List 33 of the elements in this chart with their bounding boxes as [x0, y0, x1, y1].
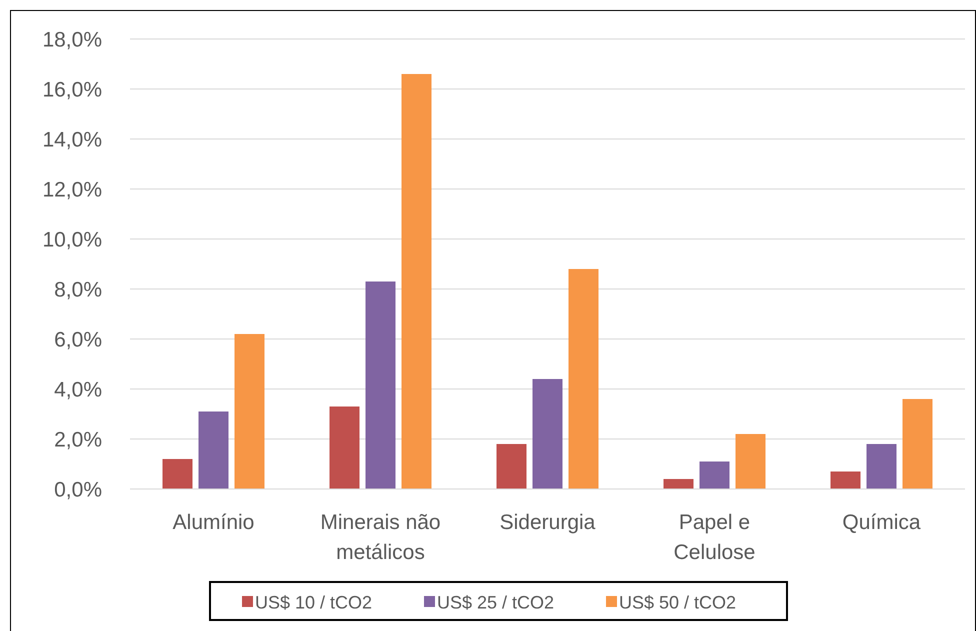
bar — [162, 459, 192, 489]
y-tick-label: 0,0% — [54, 478, 102, 502]
bar — [866, 444, 896, 489]
bar — [700, 462, 730, 489]
y-tick-label: 10,0% — [42, 228, 102, 252]
x-tick-label: Química — [842, 511, 921, 534]
bar — [402, 74, 432, 489]
legend-label: US$ 25 / tCO2 — [437, 592, 554, 612]
x-tick-label: Minerais não metálicos — [320, 511, 441, 564]
bar — [902, 399, 932, 489]
x-tick-label: Siderurgia — [500, 511, 596, 534]
y-tick-label: 16,0% — [42, 78, 102, 102]
y-tick-label: 4,0% — [54, 378, 102, 402]
y-tick-label: 12,0% — [42, 178, 102, 202]
bar — [532, 379, 562, 489]
y-tick-label: 2,0% — [54, 428, 102, 452]
bar — [736, 434, 766, 489]
bar — [330, 406, 360, 489]
x-tick-label: Alumínio — [172, 511, 254, 534]
bar — [234, 334, 264, 489]
bar — [664, 479, 694, 489]
y-tick-label: 14,0% — [42, 128, 102, 152]
bar — [568, 269, 598, 489]
y-tick-label: 8,0% — [54, 278, 102, 302]
bar — [198, 412, 228, 489]
bar — [496, 444, 526, 489]
x-tick-label: Papel e Celulose — [674, 511, 756, 564]
bar — [830, 472, 860, 489]
y-tick-label: 18,0% — [42, 28, 102, 52]
y-tick-label: 6,0% — [54, 328, 102, 352]
bar — [366, 282, 396, 489]
legend-label: US$ 10 / tCO2 — [255, 592, 372, 612]
legend-label: US$ 50 / tCO2 — [619, 592, 736, 612]
